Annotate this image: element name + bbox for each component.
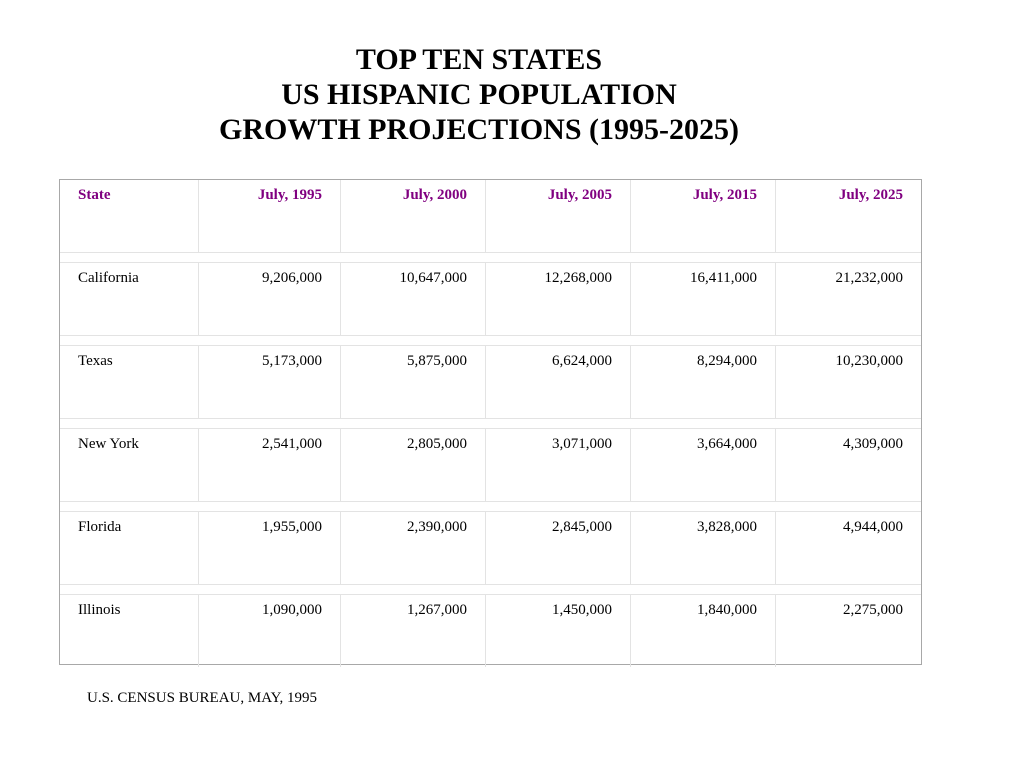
cell-value: 21,232,000 — [835, 270, 904, 286]
row-separator — [60, 418, 921, 429]
cell-value: 5,875,000 — [341, 346, 486, 418]
table-row: Florida 1,955,000 2,390,000 2,845,000 3,… — [60, 512, 921, 584]
cell-value: 10,647,000 — [341, 263, 486, 335]
cell-state: California — [60, 263, 199, 335]
cell-state: Illinois — [60, 595, 199, 667]
cell-value: 3,071,000 — [486, 429, 631, 501]
cell-value: 9,206,000 — [199, 263, 341, 335]
cell-value: 1,450,000 — [486, 595, 631, 667]
cell-value: 8,294,000 — [631, 346, 776, 418]
title-line-3: GROWTH PROJECTIONS (1995-2025) — [218, 113, 740, 146]
cell-value: 2,845,000 — [486, 512, 631, 584]
cell-value: 1,267,000 — [341, 595, 486, 667]
page-title: TOP TEN STATES US HISPANIC POPULATION GR… — [0, 42, 958, 147]
header-july-2015: July, 2015 — [631, 180, 776, 252]
cell-value: 2,390,000 — [341, 512, 486, 584]
header-state: State — [60, 180, 199, 252]
table-row: Illinois 1,090,000 1,267,000 1,450,000 1… — [60, 595, 921, 667]
table-header-row: State July, 1995 July, 2000 July, 2005 J… — [60, 180, 921, 252]
cell-value: 3,828,000 — [631, 512, 776, 584]
table-row: California 9,206,000 10,647,000 12,268,0… — [60, 263, 921, 335]
cell-value: 2,805,000 — [341, 429, 486, 501]
cell-value: 2,275,000 — [843, 602, 903, 618]
population-table: State July, 1995 July, 2000 July, 2005 J… — [59, 179, 922, 667]
title-line-1: TOP TEN STATES — [355, 43, 603, 76]
table-row: Texas 5,173,000 5,875,000 6,624,000 8,29… — [60, 346, 921, 418]
cell-state: Texas — [60, 346, 199, 418]
cell-value: 6,624,000 — [486, 346, 631, 418]
cell-value: 4,944,000 — [843, 519, 903, 535]
header-july-2005: July, 2005 — [486, 180, 631, 252]
cell-value: 1,090,000 — [199, 595, 341, 667]
header-july-2025: July, 2025 — [838, 187, 903, 203]
cell-value: 16,411,000 — [631, 263, 776, 335]
source-note: U.S. CENSUS BUREAU, MAY, 1995 — [87, 690, 318, 706]
cell-value: 3,664,000 — [631, 429, 776, 501]
cell-value: 2,541,000 — [199, 429, 341, 501]
row-separator — [60, 584, 921, 595]
header-july-2000: July, 2000 — [341, 180, 486, 252]
cell-value: 1,840,000 — [631, 595, 776, 667]
cell-state: Florida — [60, 512, 199, 584]
cell-value: 10,230,000 — [835, 353, 904, 369]
cell-value: 12,268,000 — [486, 263, 631, 335]
title-line-2: US HISPANIC POPULATION — [281, 78, 677, 111]
row-separator — [60, 252, 921, 263]
cell-value: 4,309,000 — [843, 436, 903, 452]
header-july-1995: July, 1995 — [199, 180, 341, 252]
row-separator — [60, 335, 921, 346]
cell-value: 1,955,000 — [199, 512, 341, 584]
table-row: New York 2,541,000 2,805,000 3,071,000 3… — [60, 429, 921, 501]
row-separator — [60, 501, 921, 512]
cell-value: 5,173,000 — [199, 346, 341, 418]
cell-state: New York — [60, 429, 199, 501]
